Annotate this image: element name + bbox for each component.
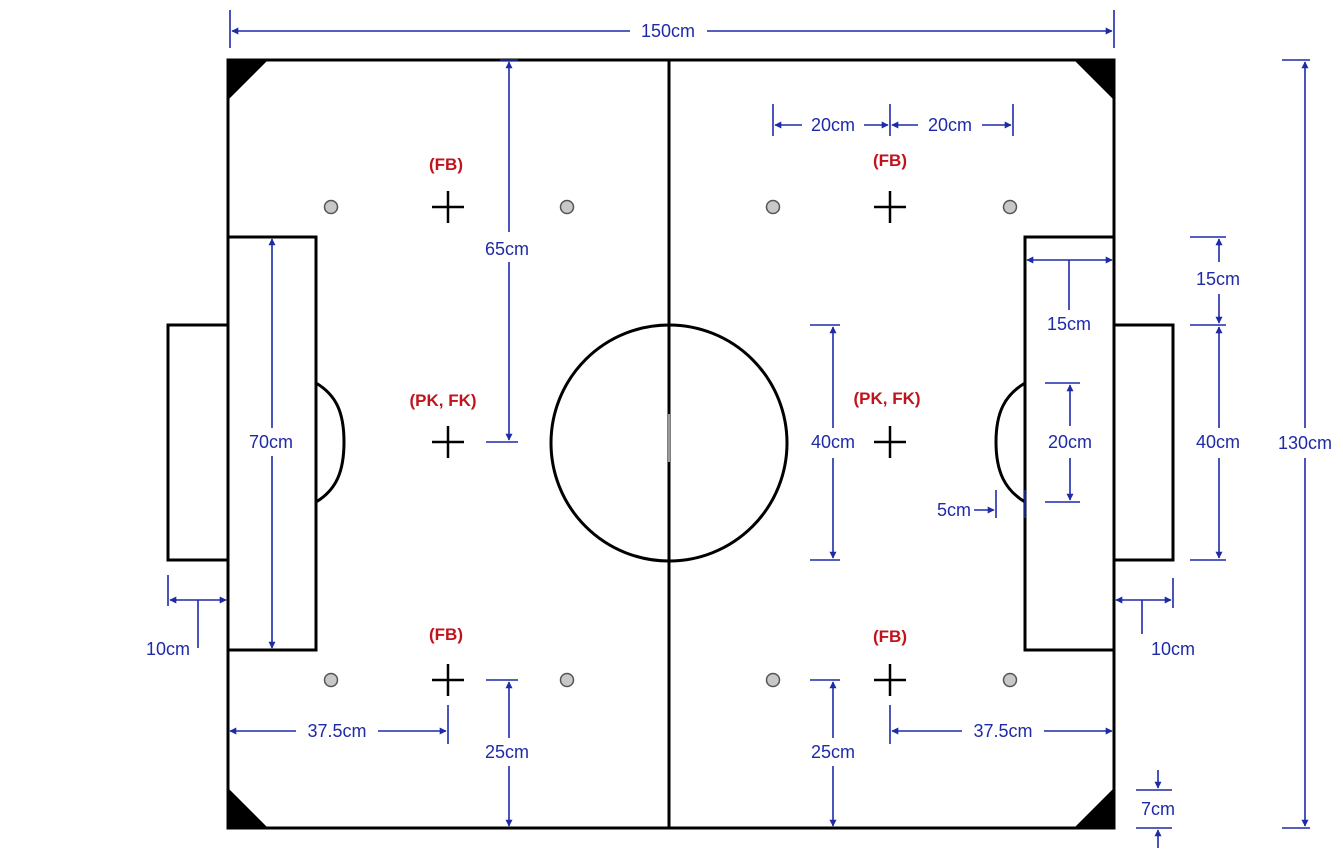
dimension-labels: 150cm 130cm 20cm 20cm 65cm 70cm 15cm 15c…: [146, 21, 1332, 819]
dim-bottom-spot-left: 25cm: [485, 742, 529, 762]
spot: [1002, 672, 1018, 688]
mark-labels: (FB) (FB) (PK, FK) (PK, FK) (FB) (FB): [409, 151, 920, 646]
left-penalty-area: [226, 235, 318, 652]
corner-bottom-left: [228, 788, 268, 828]
left-goal: [166, 323, 230, 562]
dim-field-width: 150cm: [641, 21, 695, 41]
corner-bottom-right: [1074, 788, 1114, 828]
dim-spot-offset-right: 20cm: [928, 115, 972, 135]
spots: [323, 199, 1018, 688]
fb-label: (FB): [873, 151, 907, 170]
dim-spot-goal-line-right: 37.5cm: [973, 721, 1032, 741]
spot: [765, 199, 781, 215]
right-penalty-arc: [994, 381, 1026, 504]
crosses: [432, 191, 906, 696]
cross-mark: [874, 191, 906, 223]
dim-goal-area-depth: 15cm: [1047, 314, 1091, 334]
dim-penalty-area-height: 70cm: [249, 432, 293, 452]
fb-label: (FB): [873, 627, 907, 646]
pk-fk-label: (PK, FK): [853, 389, 920, 408]
dim-goal-area-gap: 15cm: [1196, 269, 1240, 289]
cross-mark: [874, 664, 906, 696]
dim-field-height: 130cm: [1278, 433, 1332, 453]
center-circle: [549, 323, 789, 563]
fb-label: (FB): [429, 155, 463, 174]
spot: [323, 199, 339, 215]
spot: [1002, 199, 1018, 215]
dim-goal-depth-right: 10cm: [1151, 639, 1195, 659]
right-goal: [1112, 323, 1175, 562]
cross-mark: [432, 191, 464, 223]
dimension-lines: [167, 10, 1310, 848]
cross-mark: [432, 664, 464, 696]
cross-mark: [432, 426, 464, 458]
spot: [323, 672, 339, 688]
dim-spot-goal-line-left: 37.5cm: [307, 721, 366, 741]
dim-center-circle: 40cm: [811, 432, 855, 452]
spot: [765, 672, 781, 688]
left-penalty-arc: [315, 381, 346, 504]
pk-fk-label: (PK, FK): [409, 391, 476, 410]
dim-corner-size: 7cm: [1141, 799, 1175, 819]
cross-mark: [874, 426, 906, 458]
corners: [228, 60, 1114, 828]
spot: [559, 672, 575, 688]
right-penalty-area: [1023, 235, 1116, 652]
corner-top-left: [228, 60, 268, 100]
field: [166, 58, 1175, 830]
spot: [559, 199, 575, 215]
dim-top-to-center-spot: 65cm: [485, 239, 529, 259]
dim-goal-width: 40cm: [1196, 432, 1240, 452]
dim-arc-offset: 5cm: [937, 500, 971, 520]
fb-label: (FB): [429, 625, 463, 644]
dim-spot-offset-left: 20cm: [811, 115, 855, 135]
dim-bottom-spot-right: 25cm: [811, 742, 855, 762]
field-boundary: [226, 58, 1116, 830]
dim-goal-depth-left: 10cm: [146, 639, 190, 659]
dim-arc-height: 20cm: [1048, 432, 1092, 452]
corner-top-right: [1074, 60, 1114, 100]
